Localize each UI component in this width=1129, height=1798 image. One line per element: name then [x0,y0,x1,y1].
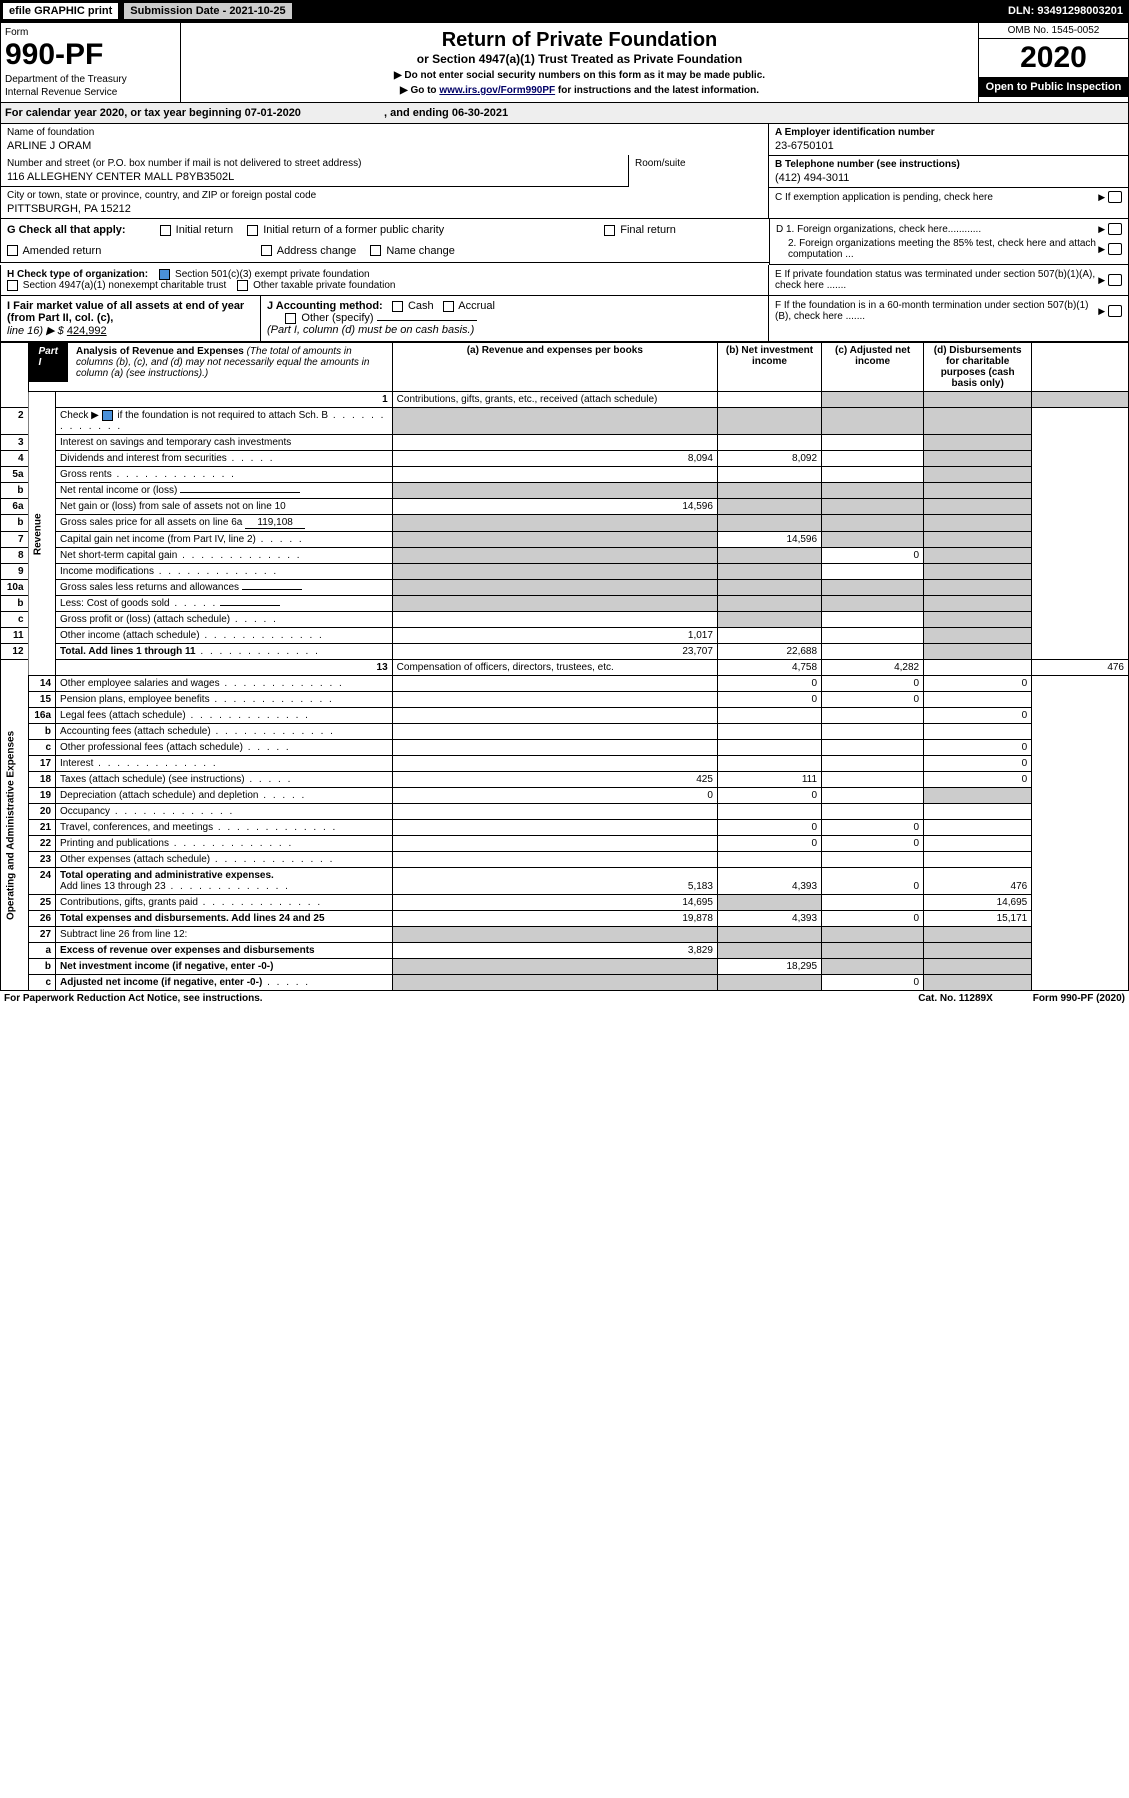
e-checkbox[interactable] [1108,274,1122,286]
tax-year: 2020 [979,39,1128,77]
g-label: G Check all that apply: [7,224,126,236]
identity-grid: Name of foundation ARLINE J ORAM Number … [0,124,1129,219]
d1-checkbox[interactable] [1108,223,1122,235]
footer-form: Form 990-PF (2020) [1033,993,1125,1004]
j-accrual-checkbox[interactable] [443,301,454,312]
dept-irs: Internal Revenue Service [5,87,176,98]
header-mid: Return of Private Foundation or Section … [181,23,978,102]
part1-tab: Part I [29,343,68,382]
phone: (412) 494-3011 [775,172,1122,184]
omb-number: OMB No. 1545-0052 [979,23,1128,39]
d2-checkbox[interactable] [1108,243,1122,255]
efile-badge: efile GRAPHIC print [2,2,119,20]
h-501c3-checkbox[interactable] [159,269,170,280]
g-name-change-checkbox[interactable] [370,245,381,256]
dept-treasury: Department of the Treasury [5,74,176,85]
arrow-icon [1098,192,1105,203]
exemption-label: C If exemption application is pending, c… [775,192,1098,203]
top-bar: efile GRAPHIC print Submission Date - 20… [0,0,1129,22]
revenue-side-label: Revenue [28,392,56,676]
j-other-checkbox[interactable] [285,313,296,324]
footer-cat: Cat. No. 11289X [918,993,992,1004]
address: 116 ALLEGHENY CENTER MALL P8YB3502L [7,171,622,183]
g-address-change-checkbox[interactable] [261,245,272,256]
submission-date: Submission Date - 2021-10-25 [123,2,292,20]
expenses-side-label: Operating and Administrative Expenses [1,660,29,991]
e-label: E If private foundation status was termi… [775,269,1098,291]
dln: DLN: 93491298003201 [1008,5,1127,17]
col-d-header: (d) Disbursements for charitable purpose… [924,343,1032,392]
col-a-header: (a) Revenue and expenses per books [392,343,717,392]
h-4947-checkbox[interactable] [7,280,18,291]
h-other-checkbox[interactable] [237,280,248,291]
col-c-header: (c) Adjusted net income [822,343,924,392]
form-subtitle: or Section 4947(a)(1) Trust Treated as P… [187,52,972,66]
form-number: 990-PF [5,38,176,72]
g-initial-former-checkbox[interactable] [247,225,258,236]
footer: For Paperwork Reduction Act Notice, see … [0,991,1129,1006]
d2-label: 2. Foreign organizations meeting the 85%… [776,238,1098,260]
j-cash-checkbox[interactable] [392,301,403,312]
name-label: Name of foundation [7,127,94,138]
form-header: Form 990-PF Department of the Treasury I… [0,22,1129,103]
g-final-return-checkbox[interactable] [604,225,615,236]
analysis-table: Part I Analysis of Revenue and Expenses … [0,342,1129,991]
room-label: Room/suite [628,155,768,187]
section-ij: I Fair market value of all assets at end… [1,296,768,341]
note-ssn: ▶ Do not enter social security numbers o… [394,70,765,81]
f-checkbox[interactable] [1108,305,1122,317]
open-inspection: Open to Public Inspection [979,77,1128,97]
hji-row: H Check type of organization: Section 50… [0,265,1129,342]
section-h: H Check type of organization: Section 50… [1,265,768,296]
header-left: Form 990-PF Department of the Treasury I… [1,23,181,102]
footer-left: For Paperwork Reduction Act Notice, see … [4,993,263,1004]
calendar-year-row: For calendar year 2020, or tax year begi… [0,103,1129,124]
instructions-link[interactable]: www.irs.gov/Form990PF [439,85,555,96]
city: PITTSBURGH, PA 15212 [7,203,762,215]
fmv-value: 424,992 [67,325,107,337]
schb-checkbox[interactable] [102,410,113,421]
f-label: F If the foundation is in a 60-month ter… [775,300,1098,322]
address-label: Number and street (or P.O. box number if… [7,158,361,169]
ein-label: A Employer identification number [775,127,935,138]
d1-label: D 1. Foreign organizations, check here..… [776,224,1098,235]
form-label: Form [5,27,176,38]
header-right: OMB No. 1545-0052 2020 Open to Public In… [978,23,1128,102]
foundation-name: ARLINE J ORAM [7,140,762,152]
section-g: G Check all that apply: Initial return I… [0,219,769,263]
phone-label: B Telephone number (see instructions) [775,159,960,170]
exemption-checkbox[interactable] [1108,191,1122,203]
ein: 23-6750101 [775,140,1122,152]
col-b-header: (b) Net investment income [717,343,821,392]
g-initial-return-checkbox[interactable] [160,225,171,236]
g-amended-checkbox[interactable] [7,245,18,256]
city-label: City or town, state or province, country… [7,190,316,201]
form-title: Return of Private Foundation [187,29,972,52]
